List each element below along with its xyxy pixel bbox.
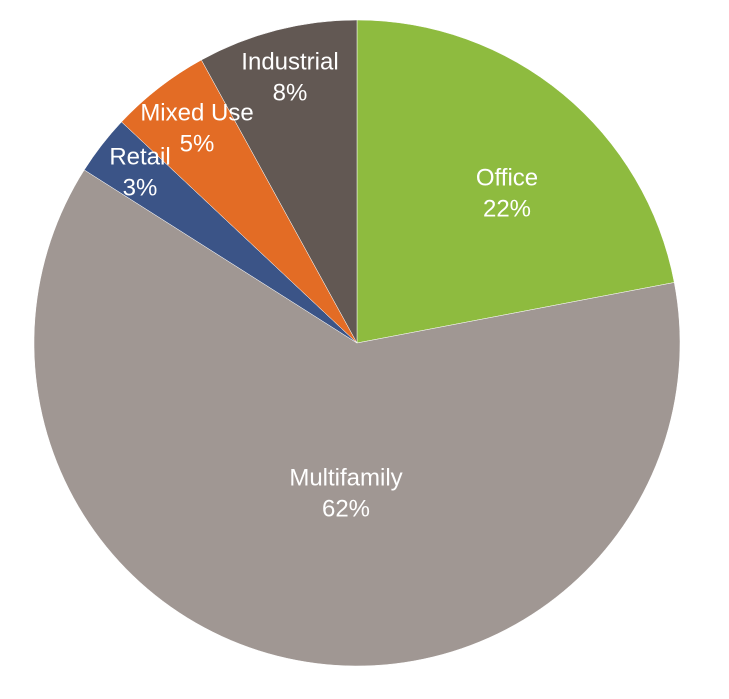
slice-label-industrial: Industrial xyxy=(241,49,338,76)
slice-value-industrial: 8% xyxy=(273,80,308,107)
slice-value-mixed-use: 5% xyxy=(180,131,215,158)
slice-label-mixed-use: Mixed Use xyxy=(140,100,253,127)
slice-value-retail: 3% xyxy=(123,175,158,202)
pie-slice-multifamily xyxy=(33,169,681,667)
pie-labels: Office 22% Multifamily 62% Retail 3% Mixed Use… xyxy=(109,49,538,523)
pie-slice-industrial xyxy=(201,19,358,344)
slice-value-office: 22% xyxy=(483,196,531,223)
slice-label-multifamily: Multifamily xyxy=(289,465,402,492)
slice-value-multifamily: 62% xyxy=(322,496,370,523)
slice-label-office: Office xyxy=(476,165,538,192)
pie-slice-office xyxy=(356,19,675,344)
pie-slices xyxy=(33,19,681,667)
slice-label-retail: Retail xyxy=(109,144,170,171)
